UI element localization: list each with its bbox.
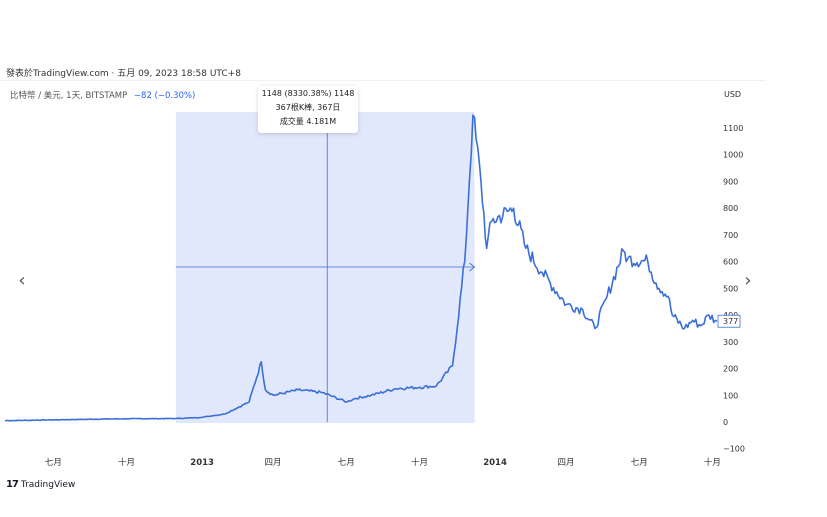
y-tick-label: 200 bbox=[723, 365, 738, 374]
measure-tooltip: 1148 (8330.38%) 1148 367根K棒, 367日 成交量 4.… bbox=[258, 86, 358, 133]
x-tick-label: 四月 bbox=[557, 458, 574, 468]
currency-label: USD bbox=[724, 90, 742, 99]
measure-highlight-region bbox=[175, 112, 475, 423]
x-tick-label: 十月 bbox=[118, 457, 135, 468]
x-tick-label: 七月 bbox=[45, 458, 62, 468]
chevron-right-icon[interactable]: › bbox=[744, 270, 752, 291]
tradingview-brand: TradingView bbox=[20, 479, 76, 490]
symbol-legend: 比特幣 / 美元, 1天, BITSTAMP −82 (−0.30%) bbox=[10, 89, 195, 101]
x-tick-label: 十月 bbox=[411, 457, 428, 468]
x-tick-label: 2013 bbox=[190, 458, 214, 468]
symbol-name: 比特幣 / 美元, 1天, BITSTAMP bbox=[10, 91, 128, 101]
tooltip-volume: 成交量 4.181M bbox=[279, 117, 337, 126]
y-tick-label: 800 bbox=[723, 204, 738, 213]
y-tick-label: −100 bbox=[723, 445, 745, 454]
tradingview-mark-icon: 17 bbox=[6, 479, 19, 490]
y-tick-label: 1100 bbox=[723, 124, 743, 133]
price-series-line bbox=[4, 114, 718, 422]
last-price-label: 377 bbox=[723, 317, 738, 326]
y-tick-label: 300 bbox=[723, 338, 738, 347]
published-header: 發表於TradingView.com · 五月 09, 2023 18:58 U… bbox=[6, 69, 241, 79]
x-tick-label: 十月 bbox=[704, 457, 721, 468]
y-tick-label: 700 bbox=[723, 231, 738, 240]
x-tick-label: 四月 bbox=[265, 458, 282, 468]
tooltip-price-change: 1148 (8330.38%) 1148 bbox=[261, 89, 355, 98]
x-tick-label: 2014 bbox=[483, 458, 507, 468]
chart-frame bbox=[0, 80, 766, 476]
crosshair-arrow bbox=[469, 262, 476, 272]
y-tick-label: 900 bbox=[723, 177, 738, 186]
y-tick-label: 500 bbox=[723, 284, 738, 293]
y-tick-label: 1000 bbox=[723, 151, 743, 160]
y-tick-label: 600 bbox=[723, 258, 738, 267]
tooltip-bars: 367根K棒, 367日 bbox=[275, 103, 341, 112]
price-change: −82 (−0.30%) bbox=[133, 91, 196, 101]
chevron-left-icon[interactable]: ‹ bbox=[18, 270, 26, 291]
x-tick-label: 七月 bbox=[631, 458, 648, 468]
tradingview-logo[interactable]: 17 TradingView bbox=[6, 479, 75, 490]
x-tick-label: 七月 bbox=[338, 458, 355, 468]
last-price-box bbox=[717, 314, 741, 328]
y-tick-label: 0 bbox=[723, 418, 728, 427]
y-tick-label: 100 bbox=[723, 391, 738, 400]
